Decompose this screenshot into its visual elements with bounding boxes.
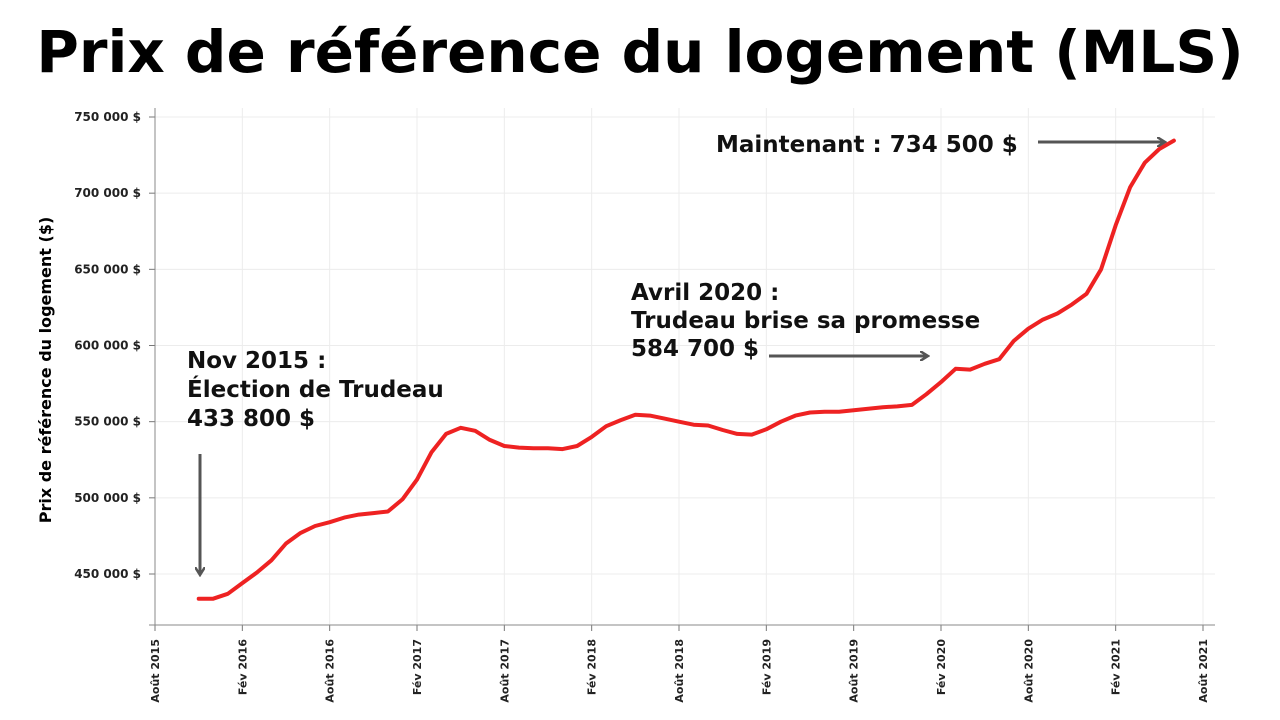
annotations: Nov 2015 : Élection de Trudeau 433 800 $ Av… — [187, 132, 1164, 574]
y-tick-label: 750 000 $ — [74, 110, 141, 124]
x-tick-label: Fév 2016 — [236, 639, 249, 695]
annotation-line: 584 700 $ — [631, 336, 759, 362]
annotation-line: Maintenant : 734 500 $ — [716, 132, 1018, 158]
y-tick-labels: 450 000 $ 500 000 $ 550 000 $ 600 000 $ 650 … — [74, 110, 141, 581]
x-tick-label: Fév 2021 — [1110, 639, 1123, 695]
y-tick-label: 550 000 $ — [74, 415, 141, 429]
annotation-text: Maintenant : 734 500 $ — [716, 132, 1018, 158]
annotation-text: Nov 2015 : Élection de Trudeau 433 800 $ — [187, 348, 444, 432]
x-tick-label: Août 2020 — [1022, 639, 1035, 703]
y-tick-label: 450 000 $ — [74, 567, 141, 581]
x-tick-label: Août 2018 — [673, 639, 686, 703]
x-tick-label: Fév 2017 — [411, 639, 424, 695]
x-tick-label: Août 2016 — [324, 639, 337, 703]
x-tick-label: Fév 2018 — [586, 639, 599, 695]
x-tick-label: Août 2017 — [498, 639, 511, 703]
y-tick-label: 600 000 $ — [74, 339, 141, 353]
y-axis-label: Prix de référence du logement ($) — [36, 217, 55, 524]
y-tick-label: 700 000 $ — [74, 186, 141, 200]
y-tick-label: 650 000 $ — [74, 262, 141, 276]
x-tick-label: Août 2021 — [1197, 639, 1210, 703]
x-tick-label: Fév 2019 — [760, 639, 773, 695]
x-tick-labels: Août 2015 Fév 2016 Août 2016 Fév 2017 Août 2… — [149, 639, 1210, 703]
series-line — [196, 138, 1176, 601]
annotation-line: Trudeau brise sa promesse — [631, 308, 980, 334]
x-tick-label: Août 2015 — [149, 639, 162, 703]
annotation-line: 433 800 $ — [187, 406, 315, 432]
x-tick-label: Août 2019 — [848, 639, 861, 703]
annotation-line: Élection de Trudeau — [187, 375, 444, 403]
axes — [149, 108, 1215, 631]
page-title: Prix de référence du logement (MLS) — [36, 18, 1244, 86]
y-tick-label: 500 000 $ — [74, 491, 141, 505]
x-tick-label: Fév 2020 — [935, 639, 948, 695]
annotation-line: Avril 2020 : — [631, 280, 779, 306]
annotation-text: Avril 2020 : Trudeau brise sa promesse 584… — [631, 280, 980, 362]
series-group — [196, 138, 1176, 601]
annotation-line: Nov 2015 : — [187, 348, 326, 374]
